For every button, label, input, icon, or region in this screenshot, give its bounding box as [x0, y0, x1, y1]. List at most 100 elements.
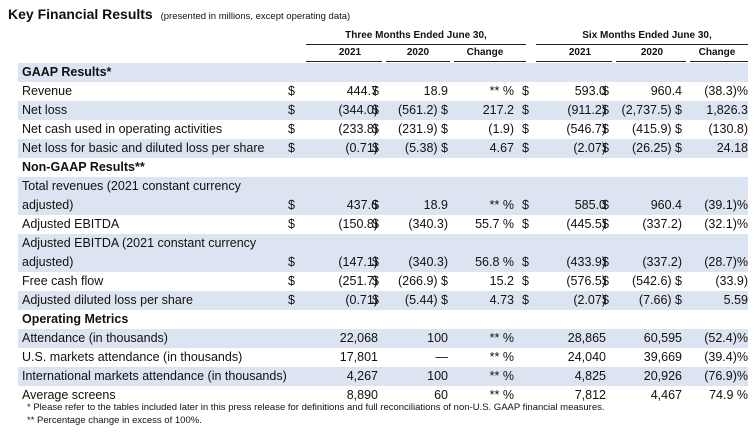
table-cell: (542.6) $ — [631, 274, 682, 288]
table-row: International markets attendance (in tho… — [18, 367, 748, 386]
table-row: adjusted) $ (147.1) $ (340.3) 56.8 % $ (433.9) $… — [18, 253, 748, 272]
table-cell: ** % — [489, 350, 514, 364]
table-row: Adjusted EBITDA $ (150.8) $ (340.3) 55.7 % $ (4… — [18, 215, 748, 234]
row-label: U.S. markets attendance (in thousands) — [22, 350, 243, 364]
currency-symbol: $ — [372, 122, 379, 136]
currency-symbol: $ — [602, 84, 609, 98]
table-cell: (251.7) — [338, 274, 378, 288]
table-cell: ** % — [489, 331, 514, 345]
table-cell: 7,812 — [574, 388, 606, 402]
footnote-2: ** Percentage change in excess of 100%. — [27, 415, 202, 426]
currency-symbol: $ — [372, 103, 379, 117]
table-cell: 960.4 — [650, 84, 682, 98]
table-cell: 18.9 — [423, 84, 448, 98]
table-cell: (561.2) $ — [397, 103, 448, 117]
table-cell: 17,801 — [339, 350, 378, 364]
currency-symbol: $ — [372, 217, 379, 231]
currency-symbol: $ — [522, 255, 529, 269]
table-cell: ** % — [489, 369, 514, 383]
currency-symbol: $ — [602, 103, 609, 117]
col-header-3m-2020: 2020 — [406, 47, 430, 58]
section-header-row: Non-GAAP Results** — [18, 158, 748, 177]
table-cell: (150.8) — [338, 217, 378, 231]
currency-symbol: $ — [372, 255, 379, 269]
currency-symbol: $ — [372, 141, 379, 155]
table-cell: (0.71) — [345, 141, 378, 155]
table-cell: 593.0 — [574, 84, 606, 98]
table-cell: 217.2 — [482, 103, 514, 117]
table-cell: 585.0 — [574, 198, 606, 212]
row-label: Adjusted EBITDA (2021 constant currency — [22, 236, 257, 250]
table-cell: ** % — [489, 198, 514, 212]
section-title: Non-GAAP Results** — [22, 160, 145, 174]
table-cell: 437.6 — [346, 198, 378, 212]
currency-symbol: $ — [288, 103, 295, 117]
currency-symbol: $ — [288, 255, 295, 269]
table-cell: (33.9) — [715, 274, 748, 288]
table-cell: 5.59 — [723, 293, 748, 307]
row-label: Adjusted EBITDA — [22, 217, 120, 231]
currency-symbol: $ — [288, 122, 295, 136]
currency-symbol: $ — [522, 217, 529, 231]
col-header-3m-2021: 2021 — [338, 47, 362, 58]
table-cell: 4,267 — [346, 369, 378, 383]
table-cell: (576.5) — [566, 274, 606, 288]
section-header-row: Operating Metrics — [18, 310, 748, 329]
currency-symbol: $ — [372, 84, 379, 98]
header-underline-3m-change — [454, 61, 526, 62]
table-cell: ** % — [489, 84, 514, 98]
currency-symbol: $ — [522, 198, 529, 212]
table-cell: (911.2) — [567, 103, 606, 117]
header-underline-6m-change — [690, 61, 748, 62]
header-underline-6m-2021 — [536, 61, 612, 62]
currency-symbol: $ — [602, 255, 609, 269]
group-header-three-months: Three Months Ended June 30, — [345, 30, 487, 41]
footnote-1: * Please refer to the tables included la… — [27, 402, 605, 413]
table-cell: (2.07) — [573, 293, 606, 307]
table-cell: (233.8) — [338, 122, 378, 136]
table-row: Adjusted EBITDA (2021 constant currency — [18, 234, 748, 253]
table-row: Attendance (in thousands) 22,068 100 ** % 28… — [18, 329, 748, 348]
table-cell: (5.38) $ — [404, 141, 448, 155]
table-cell: (28.7)% — [704, 255, 748, 269]
table-row: Net loss for basic and diluted loss per … — [18, 139, 748, 158]
table-row: Revenue $444.7 $18.9 ** % $593.0 $960.4 (38.3)… — [18, 82, 748, 101]
currency-symbol: $ — [288, 293, 295, 307]
header-underline-3m-2020 — [386, 61, 450, 62]
row-label: Attendance (in thousands) — [22, 331, 168, 345]
currency-symbol: $ — [288, 217, 295, 231]
currency-symbol: $ — [372, 274, 379, 288]
currency-symbol: $ — [602, 274, 609, 288]
table-cell: (415.9) $ — [631, 122, 682, 136]
currency-symbol: $ — [602, 198, 609, 212]
table-cell: 4,825 — [574, 369, 606, 383]
currency-symbol: $ — [288, 141, 295, 155]
row-label: adjusted) — [22, 255, 74, 269]
table-cell: 15.2 — [489, 274, 514, 288]
currency-symbol: $ — [522, 84, 529, 98]
section-title: Operating Metrics — [22, 312, 129, 326]
table-cell: (445.5) — [566, 217, 606, 231]
group-underline-six-months — [536, 44, 748, 45]
table-cell: (39.1)% — [704, 198, 748, 212]
col-header-6m-2020: 2020 — [640, 47, 664, 58]
row-label: Free cash flow — [22, 274, 104, 288]
table-cell: 60 — [434, 388, 448, 402]
currency-symbol: $ — [522, 274, 529, 288]
table-cell: (433.9) — [566, 255, 606, 269]
currency-symbol: $ — [522, 141, 529, 155]
row-label: Adjusted diluted loss per share — [22, 293, 193, 307]
table-cell: 18.9 — [423, 198, 448, 212]
table-cell: (38.3)% — [704, 84, 748, 98]
table-cell: 24.18 — [716, 141, 748, 155]
table-row: Free cash flow $ (251.7) $ (266.9) $15.2 $ (57… — [18, 272, 748, 291]
table-cell: (5.44) $ — [404, 293, 448, 307]
currency-symbol: $ — [602, 293, 609, 307]
table-cell: (337.2) — [642, 217, 682, 231]
currency-symbol: $ — [372, 293, 379, 307]
table-row: Total revenues (2021 constant currency — [18, 177, 748, 196]
row-label: Net loss — [22, 103, 68, 117]
col-header-3m-change: Change — [466, 47, 504, 58]
table-cell: (32.1)% — [704, 217, 748, 231]
row-label: Net cash used in operating activities — [22, 122, 223, 136]
